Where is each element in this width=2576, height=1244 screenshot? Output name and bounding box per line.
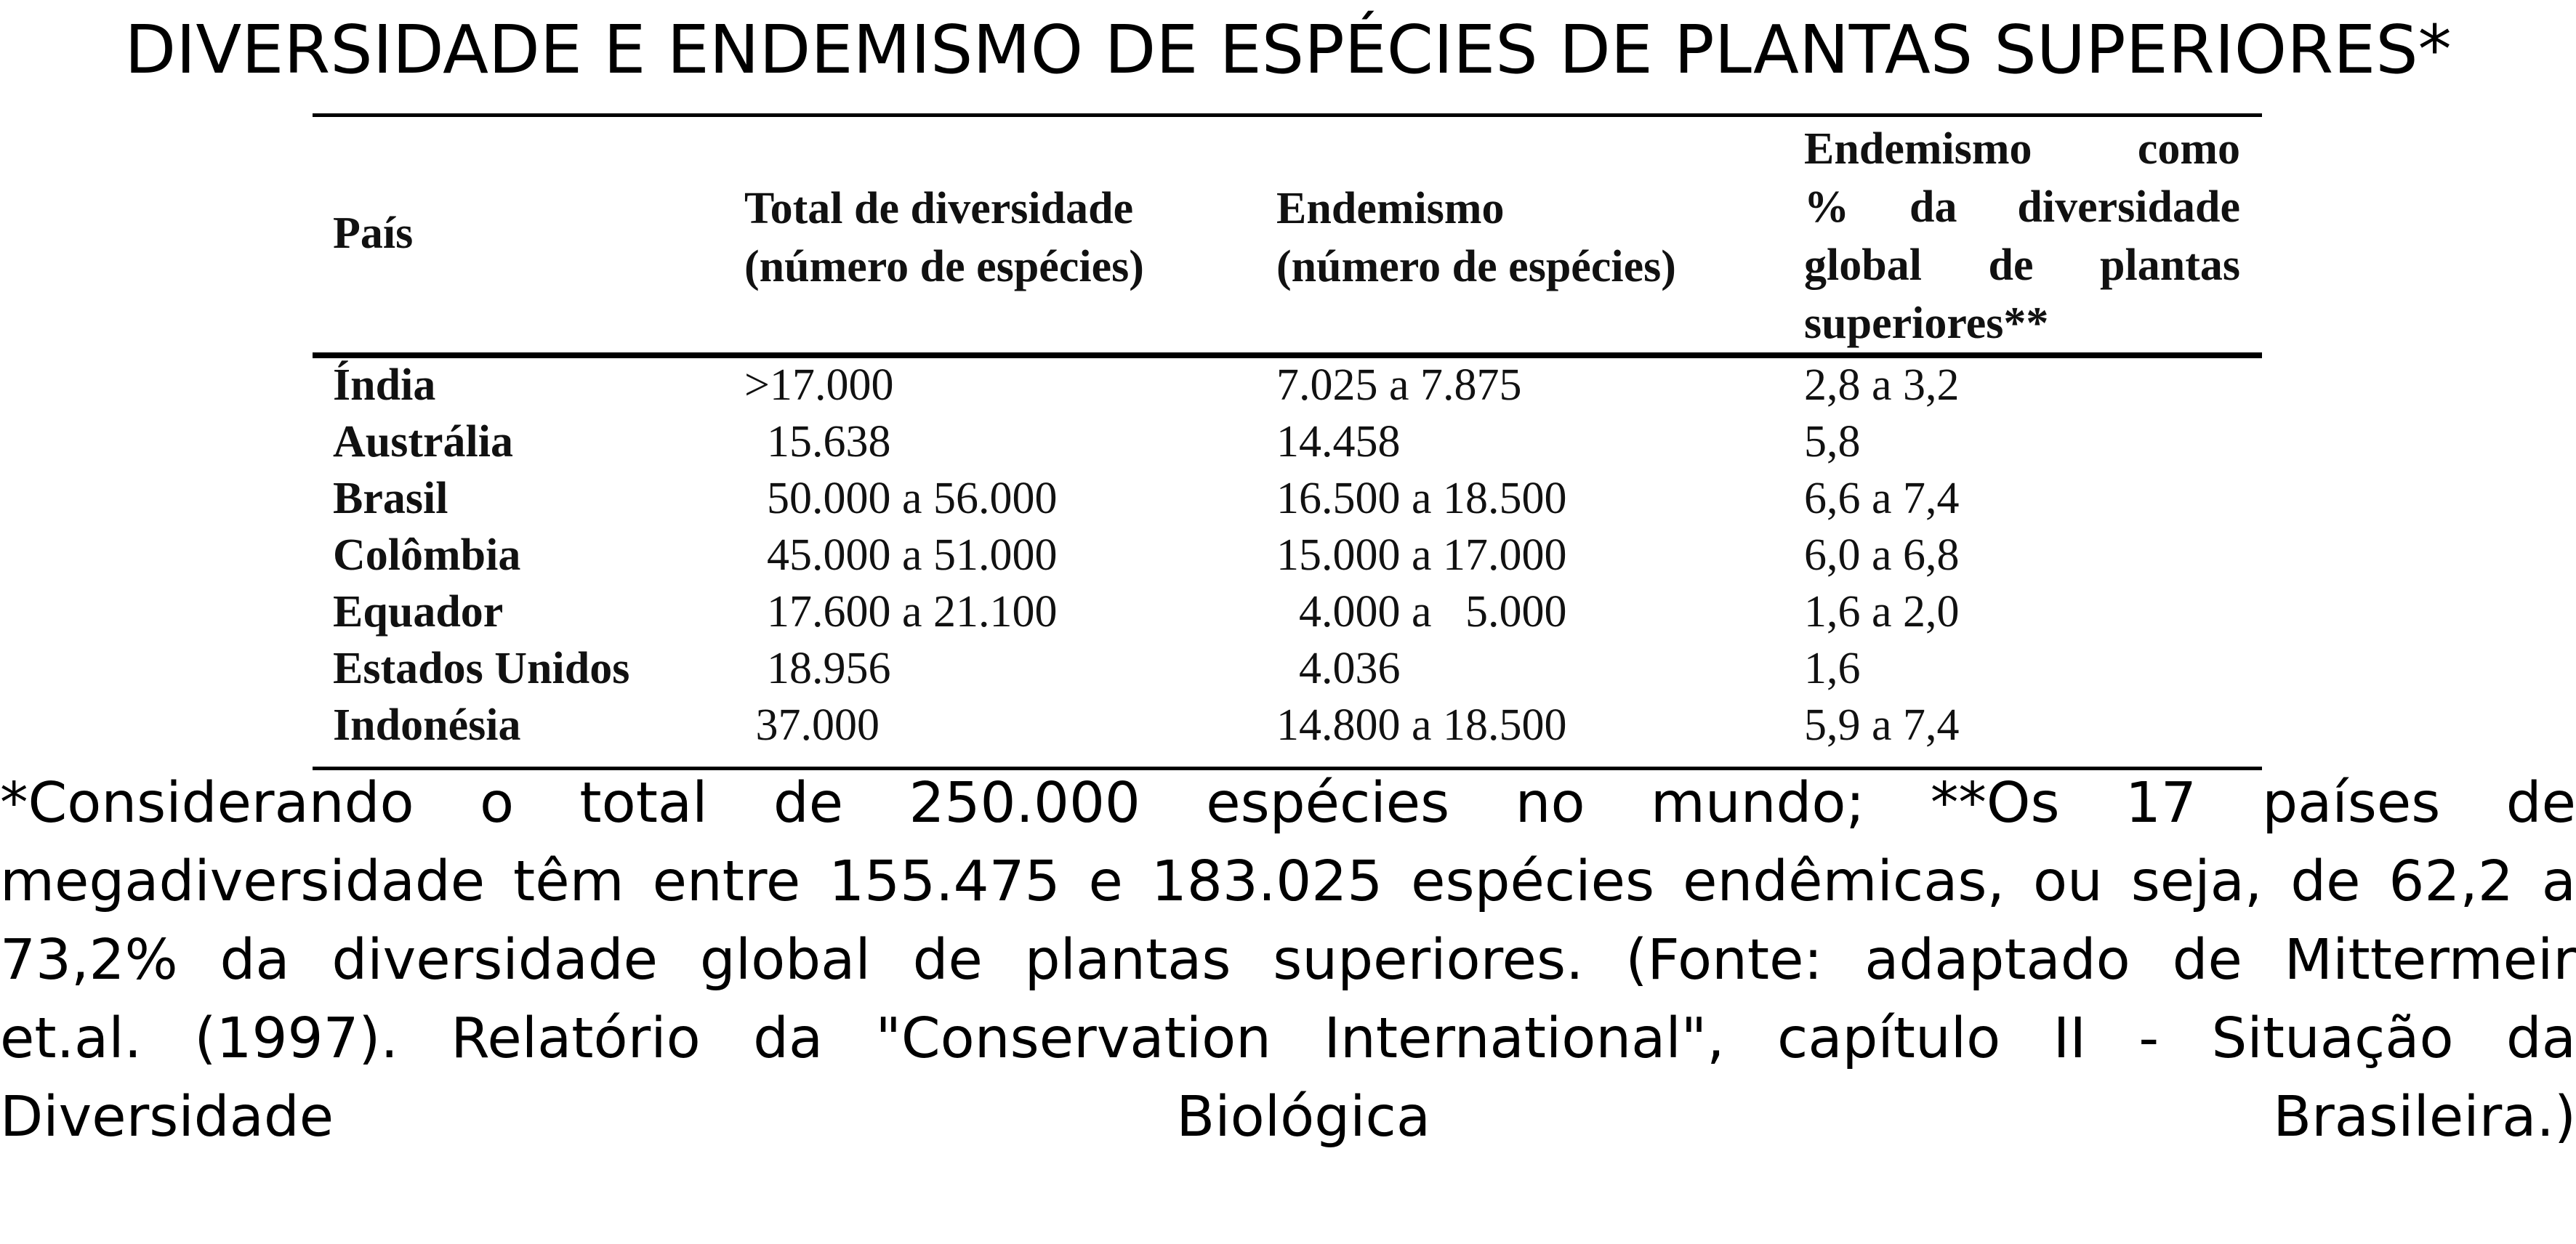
table-header: País Total de diversidade (número de esp… bbox=[313, 117, 2262, 358]
header-pct-line4: superiores** bbox=[1804, 299, 2049, 348]
cell-percent: 5,9 a 7,4 bbox=[1804, 700, 1960, 750]
header-total-line1: Total de diversidade bbox=[744, 184, 1134, 233]
cell-country: Índia bbox=[333, 360, 436, 410]
table-row: Colômbia 45.000 a 51.000 15.000 a 17.000… bbox=[313, 527, 2262, 583]
cell-endemism: 4.036 bbox=[1276, 644, 1401, 693]
cell-country: Estados Unidos bbox=[333, 644, 630, 693]
cell-country: Colômbia bbox=[333, 530, 521, 580]
table-row: Índia >17.000 7.025 a 7.875 2,8 a 3,2 bbox=[313, 357, 2262, 413]
header-endemism-percent: Endemismo como % da diversidade global d… bbox=[1804, 120, 2240, 352]
header-total-diversity: Total de diversidade (número de espécies… bbox=[744, 179, 1144, 296]
cell-percent: 2,8 a 3,2 bbox=[1804, 360, 1960, 410]
cell-country: Indonésia bbox=[333, 700, 521, 750]
cell-country: Equador bbox=[333, 587, 504, 637]
cell-total: 17.600 a 21.100 bbox=[744, 587, 1058, 637]
header-endem-line1: Endemismo bbox=[1276, 184, 1505, 233]
cell-percent: 6,0 a 6,8 bbox=[1804, 530, 1960, 580]
page-title: DIVERSIDADE E ENDEMISMO DE ESPÉCIES DE P… bbox=[124, 11, 2452, 89]
cell-total: 18.956 bbox=[744, 644, 891, 693]
header-endemism: Endemismo (número de espécies) bbox=[1276, 179, 1676, 296]
cell-endemism: 14.458 bbox=[1276, 417, 1401, 467]
cell-endemism: 7.025 a 7.875 bbox=[1276, 360, 1522, 410]
footnote-line: megadiversidade têm entre 155.475 e 183.… bbox=[0, 849, 2576, 914]
cell-total: 37.000 bbox=[744, 700, 880, 750]
cell-endemism: 15.000 a 17.000 bbox=[1276, 530, 1567, 580]
footnote-line: Diversidade Biológica Brasileira.) bbox=[0, 1085, 2576, 1150]
footnote: *Considerando o total de 250.000 espécie… bbox=[0, 764, 2576, 1157]
footnote-line: et.al. (1997). Relatório da "Conservatio… bbox=[0, 1006, 2576, 1071]
cell-percent: 5,8 bbox=[1804, 417, 1861, 467]
footnote-line: 73,2% da diversidade global de plantas s… bbox=[0, 928, 2576, 993]
footnote-line: *Considerando o total de 250.000 espécie… bbox=[0, 771, 2576, 836]
table-row: Equador 17.600 a 21.100 4.000 a 5.000 1,… bbox=[313, 583, 2262, 640]
diversity-table: País Total de diversidade (número de esp… bbox=[313, 113, 2262, 770]
table-row: Austrália 15.638 14.458 5,8 bbox=[313, 413, 2262, 470]
table-row: Estados Unidos 18.956 4.036 1,6 bbox=[313, 640, 2262, 697]
cell-percent: 1,6 bbox=[1804, 644, 1861, 693]
header-pct-line1: Endemismo como bbox=[1804, 124, 2240, 174]
cell-endemism: 16.500 a 18.500 bbox=[1276, 474, 1567, 523]
table-row: Indonésia 37.000 14.800 a 18.500 5,9 a 7… bbox=[313, 697, 2262, 754]
cell-total: 45.000 a 51.000 bbox=[744, 530, 1058, 580]
cell-country: Austrália bbox=[333, 417, 513, 467]
cell-percent: 6,6 a 7,4 bbox=[1804, 474, 1960, 523]
cell-total: 50.000 a 56.000 bbox=[744, 474, 1058, 523]
header-country: País bbox=[333, 209, 414, 258]
cell-total: 15.638 bbox=[744, 417, 891, 467]
header-total-line2: (número de espécies) bbox=[744, 242, 1144, 291]
header-pct-line3: global de plantas bbox=[1804, 241, 2240, 290]
cell-percent: 1,6 a 2,0 bbox=[1804, 587, 1960, 637]
cell-country: Brasil bbox=[333, 474, 448, 523]
header-pct-line2: % da diversidade bbox=[1804, 182, 2240, 232]
cell-endemism: 14.800 a 18.500 bbox=[1276, 700, 1567, 750]
cell-endemism: 4.000 a 5.000 bbox=[1276, 587, 1567, 637]
cell-total: >17.000 bbox=[744, 360, 894, 410]
header-endem-line2: (número de espécies) bbox=[1276, 242, 1676, 291]
table-row: Brasil 50.000 a 56.000 16.500 a 18.500 6… bbox=[313, 470, 2262, 527]
